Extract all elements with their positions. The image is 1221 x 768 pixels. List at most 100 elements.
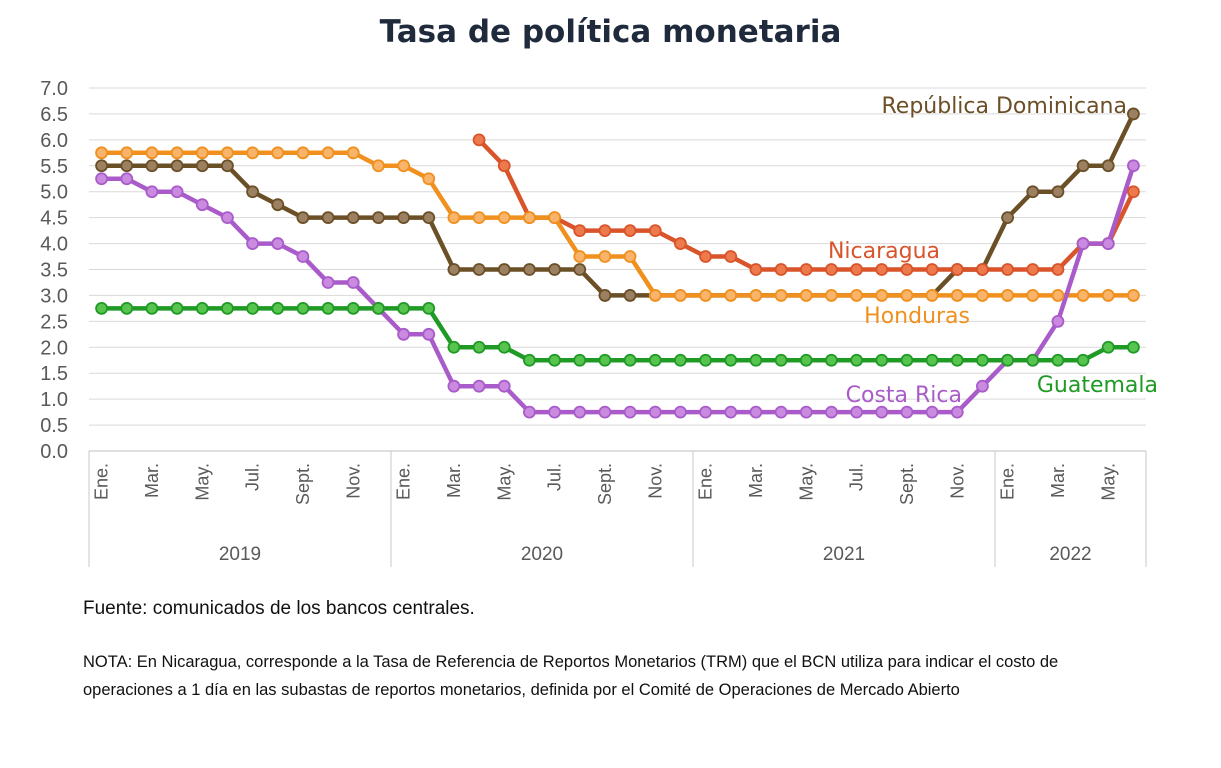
data-point — [472, 379, 486, 393]
data-point — [145, 146, 159, 160]
series-label: Guatemala — [1037, 373, 1158, 398]
data-point — [1001, 263, 1014, 276]
data-point — [472, 211, 486, 225]
data-point — [1101, 340, 1115, 354]
data-point — [598, 250, 612, 263]
data-point — [724, 405, 738, 419]
data-point — [1101, 237, 1115, 250]
x-tick-label: Jul. — [847, 463, 867, 491]
data-point — [271, 237, 285, 250]
data-point — [774, 405, 788, 419]
data-point — [799, 263, 813, 276]
data-point — [1127, 159, 1140, 173]
data-point — [120, 172, 134, 186]
data-point — [623, 353, 637, 367]
data-point — [397, 159, 410, 173]
x-tick-label: Mar. — [746, 463, 766, 498]
year-label: 2022 — [1049, 544, 1091, 565]
y-tick-label: 6.0 — [40, 130, 68, 152]
data-point — [1127, 289, 1140, 302]
data-point — [699, 289, 712, 302]
data-point — [1051, 314, 1065, 328]
data-point — [195, 146, 209, 160]
data-point — [447, 340, 461, 354]
y-tick-label: 5.5 — [40, 156, 68, 178]
data-point — [825, 263, 838, 276]
data-point — [372, 211, 385, 225]
data-point — [422, 211, 436, 225]
data-point — [422, 172, 436, 186]
data-point — [145, 301, 159, 315]
data-point — [573, 224, 587, 238]
data-point — [170, 301, 184, 315]
data-point — [120, 301, 134, 315]
data-point — [221, 159, 234, 173]
data-point — [674, 237, 687, 250]
data-point — [825, 289, 838, 302]
data-point — [497, 340, 511, 354]
chart-title: Tasa de política monetaria — [379, 14, 842, 50]
data-point — [573, 250, 587, 263]
data-point — [648, 405, 662, 419]
data-point — [221, 211, 234, 225]
data-point — [346, 146, 360, 160]
data-point — [749, 289, 763, 302]
data-point — [523, 211, 536, 225]
y-tick-label: 4.5 — [40, 208, 68, 230]
data-point — [145, 159, 159, 173]
data-point — [623, 224, 637, 238]
data-point — [825, 405, 838, 419]
data-point — [321, 146, 335, 160]
data-point — [497, 159, 511, 173]
data-point — [1051, 263, 1065, 276]
data-point — [346, 301, 360, 315]
series-label: República Dominicana — [881, 94, 1127, 119]
data-point — [850, 289, 863, 302]
data-point — [523, 405, 536, 419]
x-tick-label: Jul. — [545, 463, 565, 491]
footnote: NOTA: En Nicaragua, corresponde a la Tas… — [83, 653, 1059, 699]
data-point — [1076, 159, 1090, 173]
data-point — [648, 289, 662, 302]
y-tick-label: 1.0 — [40, 389, 68, 411]
data-point — [548, 211, 561, 225]
data-point — [472, 340, 486, 354]
data-point — [346, 276, 360, 289]
x-tick-label: Ene. — [394, 463, 414, 500]
data-point — [573, 263, 587, 276]
data-point — [1127, 107, 1140, 121]
data-point — [925, 289, 939, 302]
data-point — [850, 405, 863, 419]
data-point — [623, 289, 637, 302]
data-point — [976, 289, 989, 302]
data-point — [246, 237, 259, 250]
data-point — [875, 353, 889, 367]
data-point — [1127, 340, 1140, 354]
data-point — [1026, 353, 1040, 367]
data-point — [1076, 289, 1090, 302]
data-point — [1101, 159, 1115, 173]
data-point — [623, 250, 637, 263]
data-point — [674, 289, 687, 302]
data-point — [573, 353, 587, 367]
data-point — [1051, 185, 1065, 199]
data-point — [120, 146, 134, 160]
data-point — [598, 405, 612, 419]
y-tick-label: 0.0 — [40, 441, 68, 463]
data-point — [195, 301, 209, 315]
data-point — [1101, 289, 1115, 302]
data-point — [950, 353, 964, 367]
data-point — [1127, 185, 1140, 199]
data-point — [950, 289, 964, 302]
y-tick-label: 6.5 — [40, 104, 68, 126]
data-point — [976, 379, 989, 393]
data-point — [900, 263, 914, 276]
data-point — [170, 185, 184, 199]
data-point — [648, 353, 662, 367]
data-point — [472, 263, 486, 276]
x-tick-label: May. — [192, 463, 212, 501]
y-tick-label: 7.0 — [40, 78, 68, 100]
data-point — [749, 405, 763, 419]
data-point — [1001, 211, 1014, 225]
data-point — [925, 263, 939, 276]
